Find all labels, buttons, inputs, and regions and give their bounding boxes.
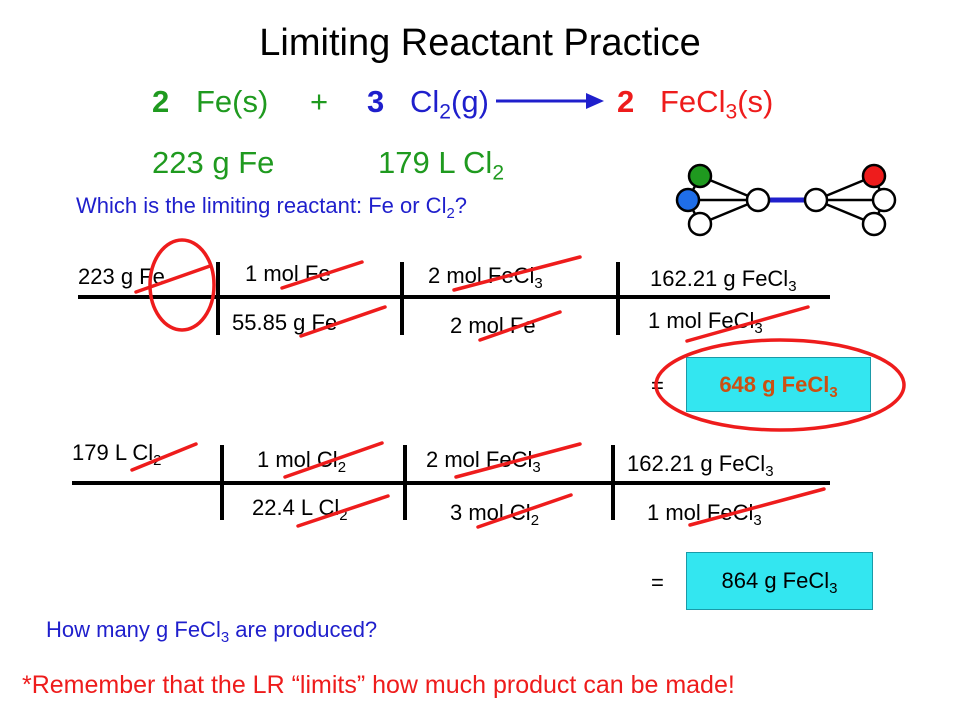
atom-white	[687, 211, 713, 237]
reaction-arrow	[496, 93, 604, 109]
fe-equals-sign: =	[651, 373, 664, 398]
fe-factor2-denominator: 2 mol Fe	[450, 313, 536, 338]
atom-white	[803, 187, 829, 213]
fe-factor3-denominator: 1 mol FeCl3	[648, 308, 763, 337]
fe-reactant: Fe(s)	[196, 84, 269, 119]
given-cl2: 179 L Cl2	[378, 145, 505, 185]
cl2-factor1-denominator: 22.4 L Cl2	[252, 495, 348, 524]
cl2-equals-sign: =	[651, 570, 664, 595]
fecl3-product: FeCl3(s)	[660, 84, 774, 124]
remember-note: *Remember that the LR “limits” how much …	[22, 671, 735, 699]
fe-start-quantity: 223 g Fe	[78, 264, 165, 289]
atom-white	[871, 187, 897, 213]
atom-red	[861, 163, 887, 189]
how-many-question: How many g FeCl3 are produced?	[46, 617, 378, 646]
fe-factor2-numerator: 2 mol FeCl3	[428, 263, 543, 292]
cl2-start-quantity: 179 L Cl2	[72, 440, 162, 469]
cl2-result-value: 864 g FeCl3	[721, 568, 838, 597]
fe-result-box: 648 g FeCl3	[686, 357, 871, 412]
fecl3-molecule-icon	[675, 163, 897, 237]
cl2-coefficient: 3	[367, 84, 385, 119]
cl2-factor2-denominator: 3 mol Cl2	[450, 500, 540, 529]
cl2-reactant: Cl2(g)	[410, 84, 489, 124]
fe-factor1-numerator: 1 mol Fe	[245, 261, 331, 286]
atom-white	[745, 187, 771, 213]
cl2-result-box: 864 g FeCl3	[686, 552, 873, 610]
limiting-question: Which is the limiting reactant: Fe or Cl…	[76, 193, 468, 222]
given-fe: 223 g Fe	[152, 145, 275, 180]
atom-green	[687, 163, 713, 189]
plus-sign: +	[310, 84, 329, 119]
fe-factor1-denominator: 55.85 g Fe	[232, 310, 338, 335]
fe-factor3-numerator: 162.21 g FeCl3	[650, 266, 797, 295]
cl2-factor3-numerator: 162.21 g FeCl3	[627, 451, 774, 480]
cl2-factor3-denominator: 1 mol FeCl3	[647, 500, 762, 529]
atom-white	[861, 211, 887, 237]
fe-coefficient: 2	[152, 84, 170, 119]
atom-blue	[675, 187, 701, 213]
fe-result-value: 648 g FeCl3	[719, 371, 838, 401]
cl2-factor1-numerator: 1 mol Cl2	[257, 447, 347, 476]
product-coefficient: 2	[617, 84, 635, 119]
cl2-factor2-numerator: 2 mol FeCl3	[426, 447, 541, 476]
page-title: Limiting Reactant Practice	[259, 22, 701, 64]
